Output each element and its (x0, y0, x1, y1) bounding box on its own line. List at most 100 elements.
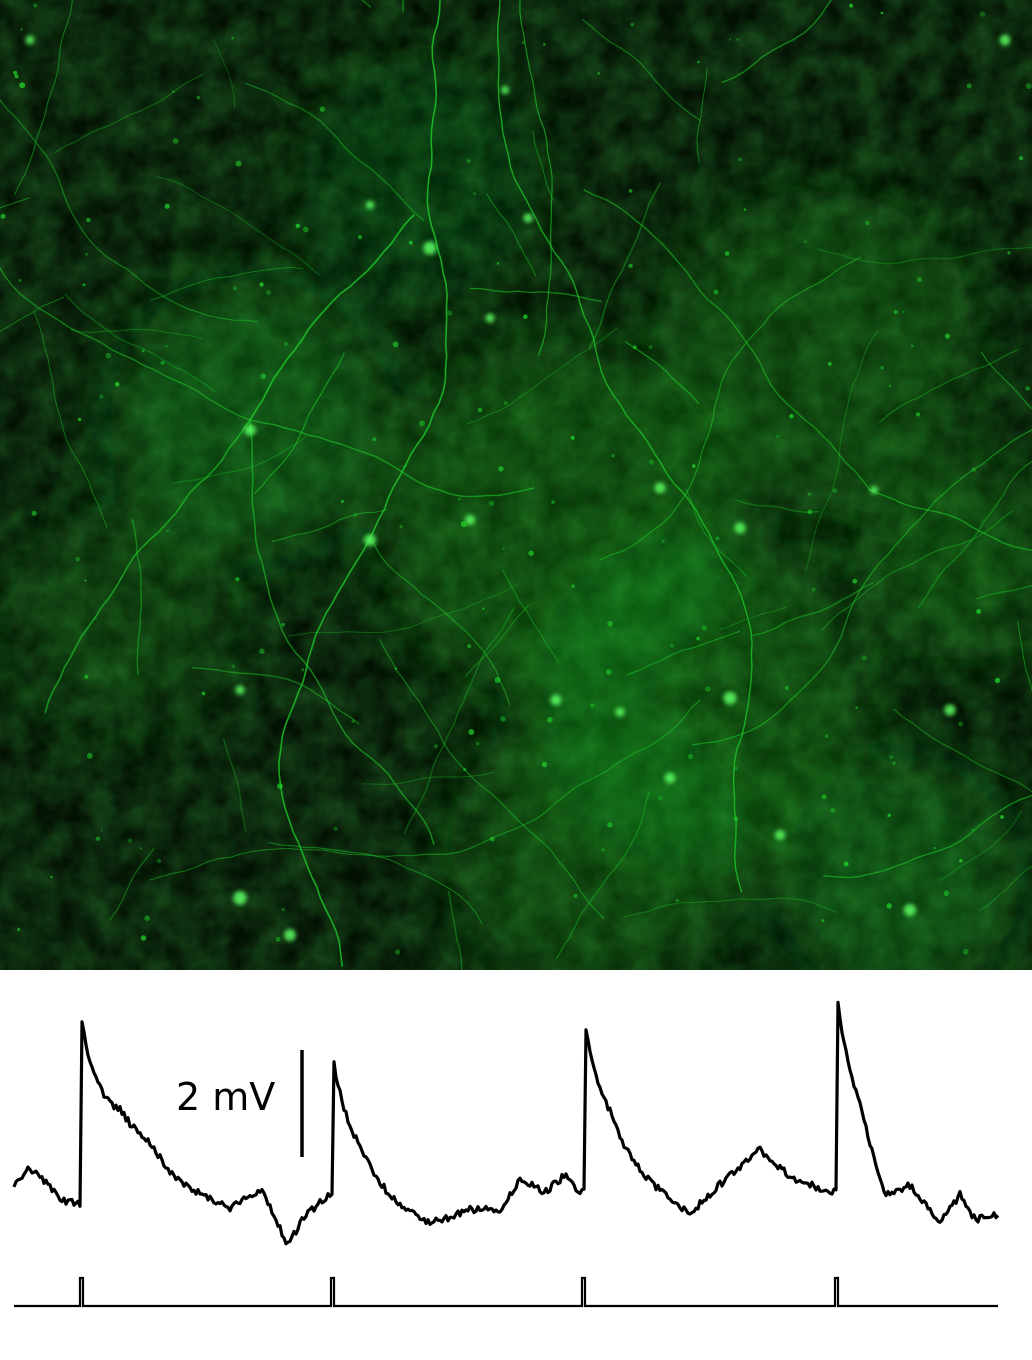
punctum (172, 138, 179, 144)
neurite (379, 639, 605, 919)
punctum (85, 252, 88, 256)
neurite (465, 327, 618, 425)
punctum (284, 341, 288, 346)
punctum (86, 217, 91, 223)
neurite-fibers (0, 0, 1032, 970)
punctum (691, 464, 696, 468)
punctum (94, 617, 97, 620)
neurite (1017, 620, 1032, 692)
punctum (434, 744, 438, 749)
punctum (399, 525, 404, 529)
punctum (165, 344, 168, 348)
punctum (95, 836, 101, 841)
punctum (547, 717, 553, 723)
punctum (166, 529, 169, 532)
punctum (971, 467, 977, 472)
punctum (628, 263, 633, 268)
neurite (692, 429, 1032, 746)
neurite (805, 330, 879, 572)
punctum (528, 550, 534, 556)
fluorescence-micrograph (0, 0, 1032, 970)
punctum (705, 686, 711, 692)
neurite (131, 518, 143, 676)
punctum (784, 685, 790, 691)
neurite (33, 312, 108, 528)
punctum (19, 82, 26, 89)
punctum (500, 716, 506, 722)
punctum (496, 262, 500, 265)
punctum (966, 83, 972, 89)
neurite (464, 604, 530, 678)
neurite (502, 569, 560, 664)
punctum (523, 314, 528, 320)
punctum (467, 159, 471, 163)
punctum (962, 948, 969, 955)
scale-bar-label: 2 mV (176, 1075, 276, 1119)
punctum (319, 106, 325, 112)
neurite (150, 266, 304, 301)
punctum (661, 539, 665, 543)
neurite (70, 328, 203, 340)
membrane-voltage-trace (12, 1000, 1000, 1246)
neurite (249, 419, 435, 845)
punctum (201, 691, 206, 696)
punctum (494, 677, 501, 683)
punctum (476, 742, 480, 746)
punctum (340, 499, 344, 503)
punctum (917, 277, 922, 282)
punctum (696, 636, 700, 641)
neurite (685, 489, 748, 578)
punctum (231, 36, 235, 40)
tissue-glow (10, 510, 230, 730)
punctum (880, 366, 884, 370)
punctum (880, 11, 884, 15)
punctum (1025, 386, 1030, 391)
punctum (482, 607, 485, 610)
punctum (266, 290, 271, 295)
punctum (468, 729, 475, 735)
tissue-glow (450, 700, 750, 970)
punctum (601, 848, 605, 852)
punctum (573, 894, 578, 898)
punctum (171, 90, 175, 93)
punctum (1025, 83, 1032, 90)
punctum (893, 310, 898, 314)
neurite (582, 18, 702, 122)
punctum (821, 794, 827, 800)
neurite (403, 607, 515, 835)
neurite (171, 435, 307, 484)
neurite (271, 509, 388, 542)
punctum (743, 208, 747, 211)
punctum (607, 620, 613, 627)
neurite (249, 419, 535, 498)
neurite (64, 293, 216, 393)
punctum (394, 667, 397, 670)
punctum (607, 822, 613, 828)
punctum (77, 417, 82, 422)
punctum (156, 858, 162, 864)
punctum (571, 584, 575, 588)
neurite (599, 256, 862, 561)
punctum (657, 795, 663, 801)
punctum (1019, 156, 1024, 161)
punctum (394, 949, 401, 955)
punctum (887, 815, 890, 818)
neurite (519, 0, 553, 356)
neurite (13, 0, 74, 196)
bright-punctum (233, 891, 247, 905)
punctum (33, 3, 38, 8)
punctum (736, 38, 739, 41)
punctum (675, 898, 680, 903)
neurite (696, 67, 708, 164)
punctum (99, 394, 104, 399)
punctum (697, 60, 700, 64)
punctum (144, 915, 150, 921)
punctum (892, 761, 896, 765)
bright-punctum (903, 903, 917, 917)
punctum (31, 510, 37, 516)
bright-punctum (523, 213, 533, 223)
punctum (733, 766, 739, 771)
punctum (821, 919, 825, 923)
stimulus-trace (14, 1276, 998, 1308)
tissue-glow (300, 60, 540, 300)
